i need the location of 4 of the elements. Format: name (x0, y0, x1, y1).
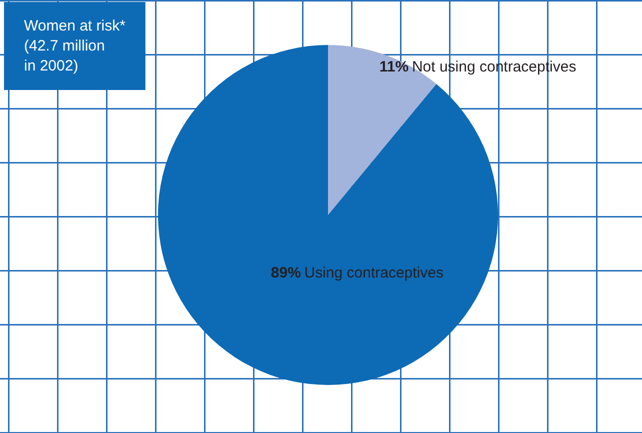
data-label: 89% (270, 264, 301, 282)
data-label: 11% (379, 58, 409, 76)
slice-label: Using contraceptives (304, 264, 444, 282)
chart-title: Women at risk* (42.7 million in 2002) (24, 18, 126, 74)
